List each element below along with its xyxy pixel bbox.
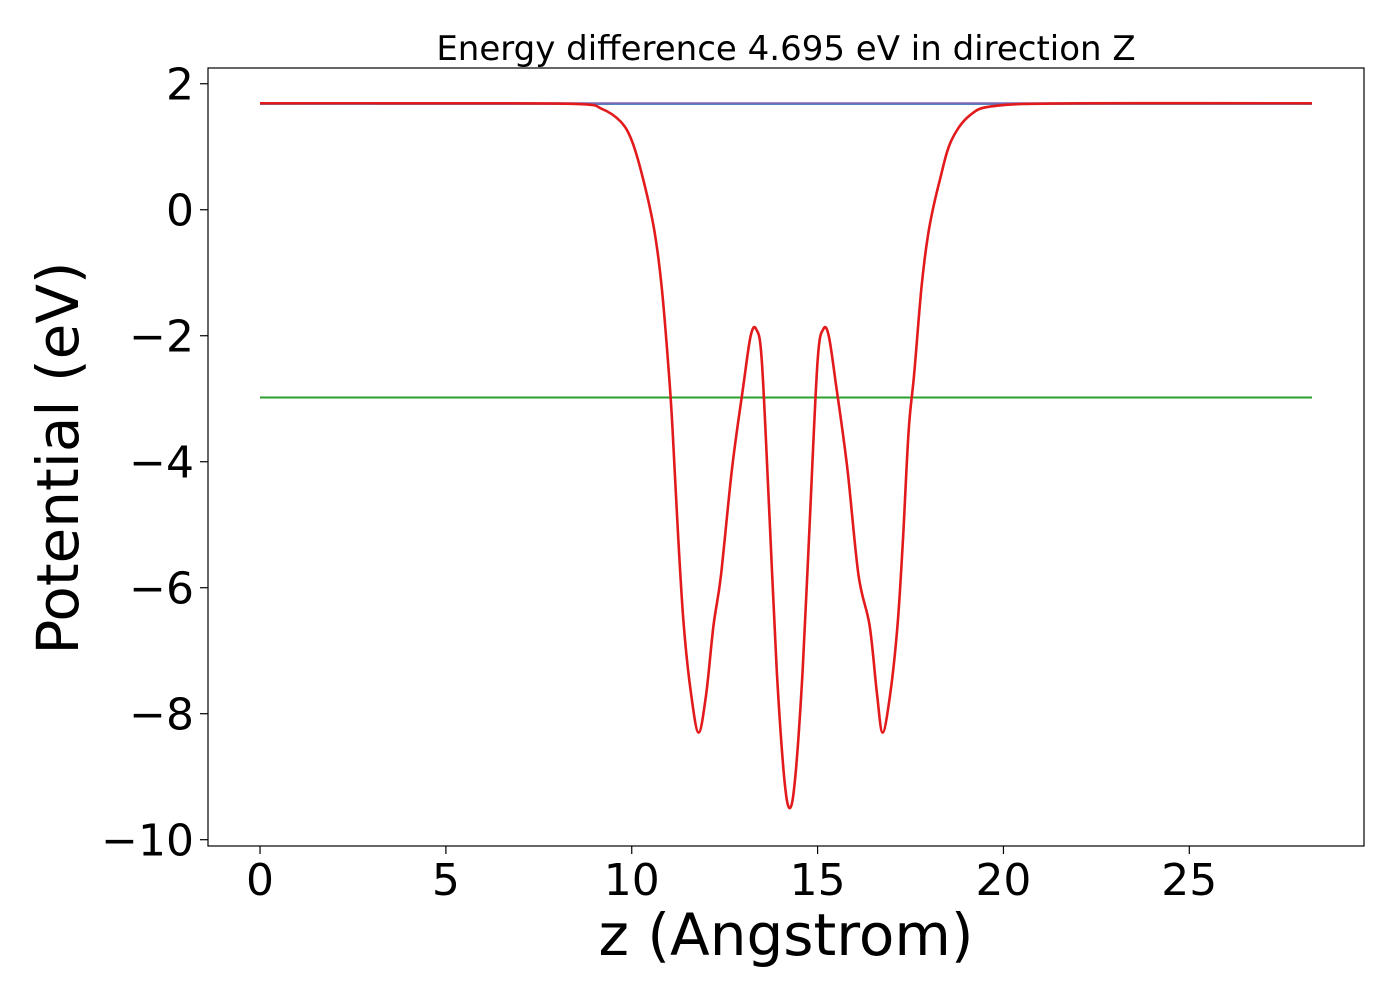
y-tick-label: −8 (129, 690, 194, 741)
x-tick-label: 15 (790, 855, 846, 906)
y-tick-label: 0 (166, 186, 194, 237)
x-tick-label: 10 (604, 855, 660, 906)
x-axis: 0 5 10 15 20 25 (246, 846, 1217, 906)
x-tick-label: 0 (246, 855, 274, 906)
x-tick-label: 20 (975, 855, 1031, 906)
y-tick-label: −4 (129, 438, 194, 489)
y-axis: 2 0 −2 −4 −6 −8 −10 (101, 60, 208, 867)
y-tick-label: 2 (166, 60, 194, 111)
x-tick-label: 5 (432, 855, 460, 906)
y-tick-label: −2 (129, 312, 194, 363)
series-line-4 (259, 101, 1313, 810)
plot-frame (207, 67, 1365, 847)
y-axis-label: Potential (eV) (24, 261, 92, 654)
plot-lines (259, 101, 1313, 810)
y-tick-label: −6 (129, 564, 194, 615)
x-tick-label: 25 (1161, 855, 1217, 906)
y-tick-label: −10 (101, 816, 194, 867)
x-axis-label: z (Angstrom) (599, 901, 974, 969)
chart-title: Energy difference 4.695 eV in direction … (436, 29, 1135, 69)
